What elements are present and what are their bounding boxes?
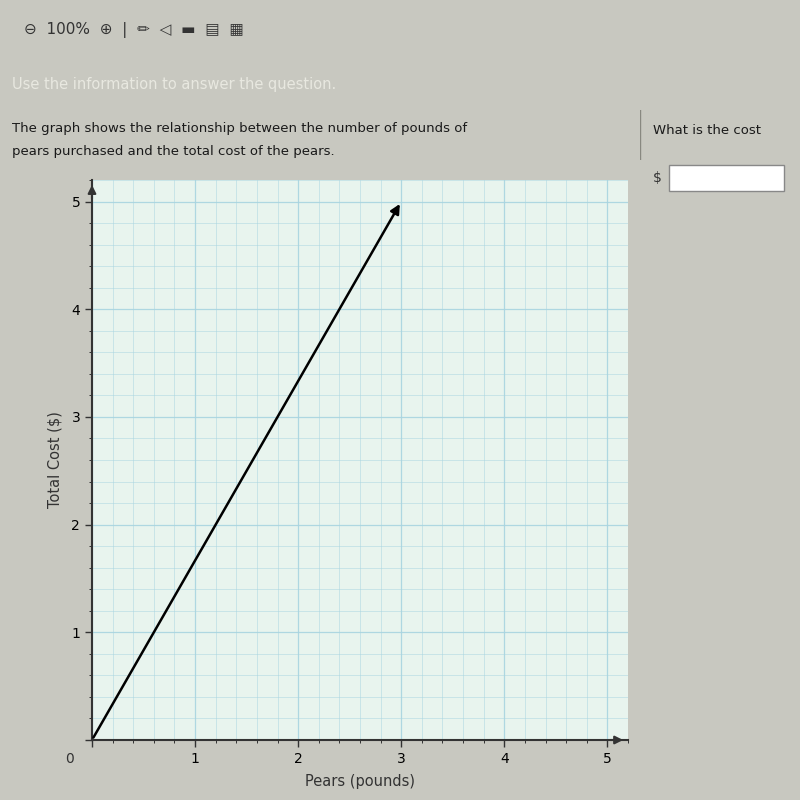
- Text: The graph shows the relationship between the number of pounds of: The graph shows the relationship between…: [11, 122, 466, 135]
- Text: 0: 0: [65, 752, 74, 766]
- Text: $: $: [653, 171, 662, 185]
- Text: What is the cost: What is the cost: [653, 124, 761, 137]
- FancyBboxPatch shape: [669, 166, 784, 190]
- Y-axis label: Total Cost ($): Total Cost ($): [48, 411, 63, 509]
- Text: Use the information to answer the question.: Use the information to answer the questi…: [12, 78, 336, 92]
- Text: pears purchased and the total cost of the pears.: pears purchased and the total cost of th…: [11, 145, 334, 158]
- Text: ⊖  100%  ⊕  |  ✏  ◁  ▬  ▤  ▦: ⊖ 100% ⊕ | ✏ ◁ ▬ ▤ ▦: [24, 22, 244, 38]
- X-axis label: Pears (pounds): Pears (pounds): [305, 774, 415, 789]
